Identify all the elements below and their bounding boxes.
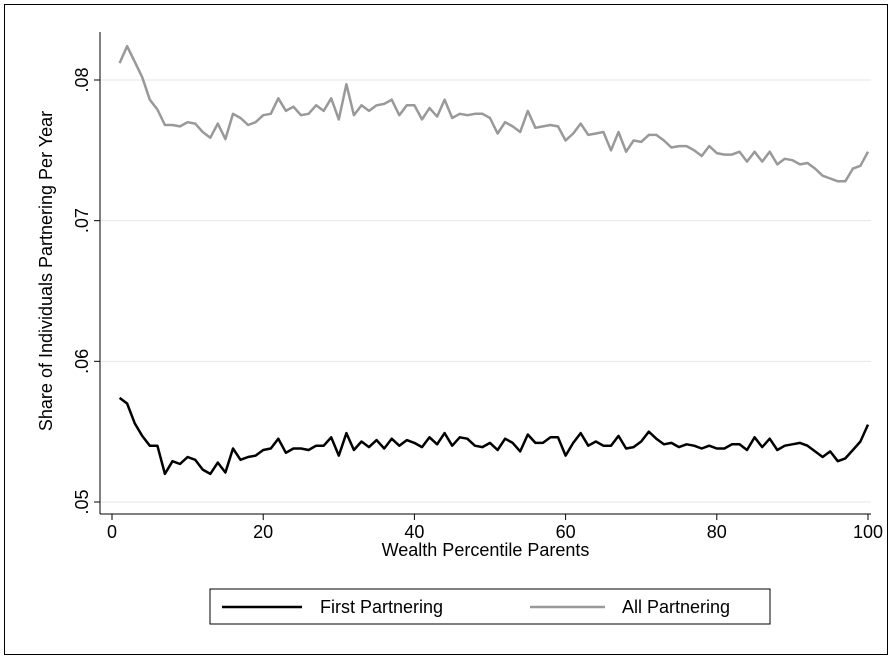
legend: First Partnering All Partnering <box>209 588 771 625</box>
legend-label-all-partnering: All Partnering <box>622 597 730 617</box>
x-tick-label: 40 <box>404 522 424 542</box>
series-line-all-partnering <box>118 44 870 183</box>
gridlines <box>101 79 871 503</box>
y-tick-label: .08 <box>72 67 92 92</box>
x-tick-label: 20 <box>253 522 273 542</box>
y-ticks: .05 .06 .07 .08 <box>72 67 100 515</box>
y-tick-label: .07 <box>72 208 92 233</box>
y-axis-title: Share of Individuals Partnering Per Year <box>36 111 56 431</box>
legend-box <box>209 588 771 625</box>
x-tick-label: 100 <box>853 522 883 542</box>
x-axis-title: Wealth Percentile Parents <box>382 540 590 560</box>
x-tick-label: 0 <box>107 522 117 542</box>
x-tick-label: 60 <box>556 522 576 542</box>
legend-label-first-partnering: First Partnering <box>320 597 443 617</box>
axes <box>99 32 871 515</box>
series-layer <box>118 44 870 476</box>
chart-frame <box>4 4 888 655</box>
series-line-first-partnering <box>118 396 870 476</box>
x-ticks: 0 20 40 60 80 100 <box>107 514 883 542</box>
x-tick-label: 80 <box>707 522 727 542</box>
y-tick-label: .05 <box>72 489 92 514</box>
y-tick-label: .06 <box>72 349 92 374</box>
